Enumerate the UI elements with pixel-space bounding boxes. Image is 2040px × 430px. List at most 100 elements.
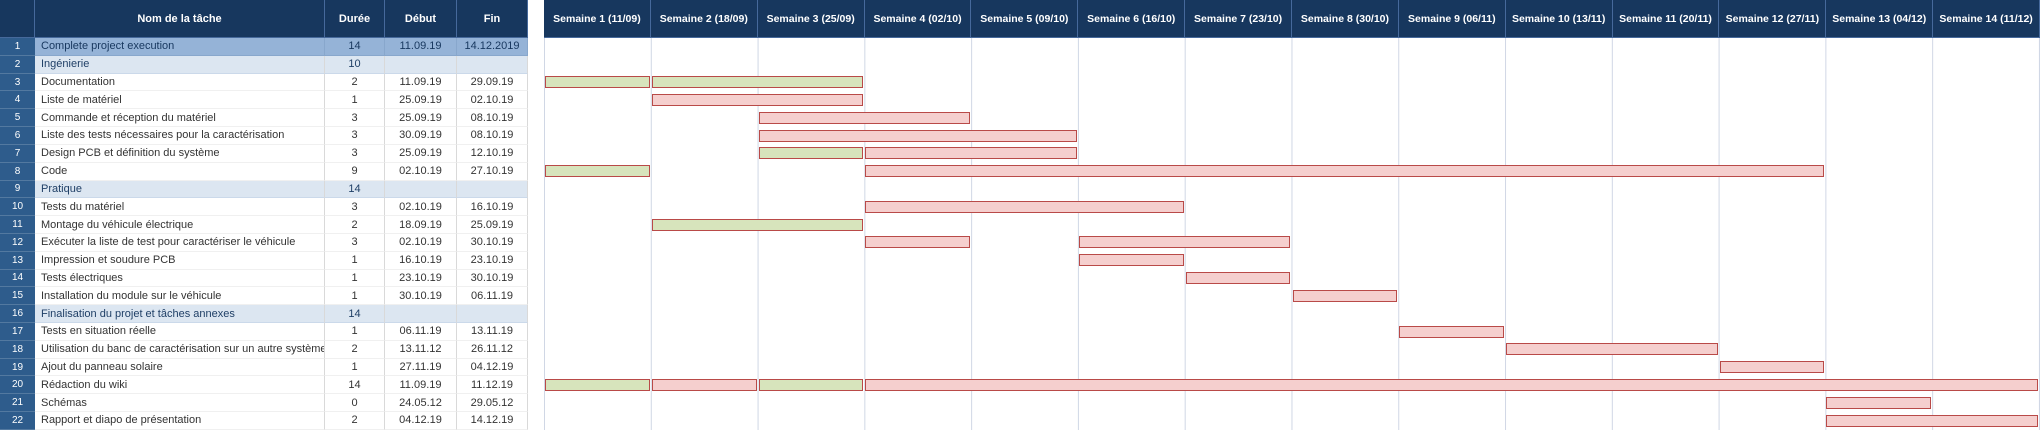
row-number-cell[interactable]: 9 bbox=[0, 180, 35, 199]
start-date-cell[interactable]: 11.09.19 bbox=[385, 376, 457, 395]
task-name-cell[interactable]: Commande et réception du matériel bbox=[35, 109, 325, 128]
row-number-cell[interactable]: 7 bbox=[0, 144, 35, 163]
start-date-cell[interactable]: 18.09.19 bbox=[385, 216, 457, 234]
end-date-cell[interactable]: 12.10.19 bbox=[457, 144, 528, 163]
gantt-bar[interactable] bbox=[1506, 343, 1718, 356]
gantt-bar[interactable] bbox=[651, 218, 864, 231]
end-date-cell[interactable]: 06.11.19 bbox=[457, 287, 528, 306]
duration-cell[interactable]: 1 bbox=[325, 251, 385, 270]
start-date-cell[interactable]: 11.09.19 bbox=[385, 73, 457, 92]
task-name-cell[interactable]: Installation du module sur le véhicule bbox=[35, 287, 325, 306]
end-date-cell[interactable] bbox=[457, 305, 528, 323]
gantt-bar[interactable] bbox=[865, 147, 1077, 160]
start-date-cell[interactable]: 13.11.12 bbox=[385, 340, 457, 359]
start-date-cell[interactable]: 24.05.12 bbox=[385, 394, 457, 413]
task-name-cell[interactable]: Tests électriques bbox=[35, 269, 325, 288]
row-number-cell[interactable]: 1 bbox=[0, 38, 35, 56]
gantt-bar[interactable] bbox=[1078, 236, 1291, 249]
start-date-cell[interactable] bbox=[385, 305, 457, 323]
end-date-cell[interactable] bbox=[457, 180, 528, 199]
duration-cell[interactable]: 1 bbox=[325, 323, 385, 341]
task-name-cell[interactable]: Finalisation du projet et tâches annexes bbox=[35, 305, 325, 323]
gantt-bar[interactable] bbox=[545, 76, 650, 89]
duration-cell[interactable]: 1 bbox=[325, 91, 385, 110]
row-number-cell[interactable]: 20 bbox=[0, 376, 35, 395]
end-date-cell[interactable]: 29.05.12 bbox=[457, 394, 528, 413]
row-number-cell[interactable]: 5 bbox=[0, 109, 35, 128]
task-name-cell[interactable]: Tests du matériel bbox=[35, 198, 325, 217]
gantt-bar[interactable] bbox=[1826, 396, 1932, 409]
gantt-bar[interactable] bbox=[758, 129, 1077, 142]
start-date-cell[interactable]: 25.09.19 bbox=[385, 144, 457, 163]
row-number-cell[interactable]: 21 bbox=[0, 394, 35, 413]
task-name-cell[interactable]: Ajout du panneau solaire bbox=[35, 358, 325, 377]
start-date-cell[interactable]: 27.11.19 bbox=[385, 358, 457, 377]
gantt-bar[interactable] bbox=[545, 378, 650, 391]
end-date-cell[interactable]: 26.11.12 bbox=[457, 340, 528, 359]
row-number-cell[interactable]: 12 bbox=[0, 233, 35, 252]
row-number-cell[interactable]: 6 bbox=[0, 127, 35, 145]
row-number-cell[interactable]: 3 bbox=[0, 73, 35, 92]
end-date-cell[interactable]: 14.12.2019 bbox=[457, 38, 528, 56]
end-date-cell[interactable]: 13.11.19 bbox=[457, 323, 528, 341]
start-date-cell[interactable]: 25.09.19 bbox=[385, 91, 457, 110]
end-date-cell[interactable]: 02.10.19 bbox=[457, 91, 528, 110]
end-date-cell[interactable]: 04.12.19 bbox=[457, 358, 528, 377]
task-name-cell[interactable]: Complete project execution bbox=[35, 38, 325, 56]
start-date-cell[interactable]: 02.10.19 bbox=[385, 233, 457, 252]
end-date-cell[interactable]: 29.09.19 bbox=[457, 73, 528, 92]
end-date-cell[interactable]: 14.12.19 bbox=[457, 412, 528, 430]
end-date-cell[interactable]: 23.10.19 bbox=[457, 251, 528, 270]
start-date-cell[interactable] bbox=[385, 180, 457, 199]
start-date-cell[interactable]: 23.10.19 bbox=[385, 269, 457, 288]
gantt-bar[interactable] bbox=[1292, 289, 1398, 302]
start-date-cell[interactable]: 02.10.19 bbox=[385, 162, 457, 181]
duration-cell[interactable]: 1 bbox=[325, 287, 385, 306]
duration-cell[interactable]: 3 bbox=[325, 144, 385, 163]
duration-cell[interactable]: 1 bbox=[325, 269, 385, 288]
task-name-cell[interactable]: Rédaction du wiki bbox=[35, 376, 325, 395]
gantt-bar[interactable] bbox=[1826, 414, 2038, 427]
row-number-cell[interactable]: 19 bbox=[0, 358, 35, 377]
task-name-cell[interactable]: Liste de matériel bbox=[35, 91, 325, 110]
gantt-bar[interactable] bbox=[545, 165, 650, 178]
task-name-cell[interactable]: Schémas bbox=[35, 394, 325, 413]
task-name-cell[interactable]: Documentation bbox=[35, 73, 325, 92]
duration-cell[interactable]: 14 bbox=[325, 180, 385, 199]
row-number-cell[interactable]: 16 bbox=[0, 305, 35, 323]
end-date-cell[interactable] bbox=[457, 55, 528, 74]
gantt-bar[interactable] bbox=[865, 165, 1825, 178]
start-date-cell[interactable]: 02.10.19 bbox=[385, 198, 457, 217]
task-name-cell[interactable]: Utilisation du banc de caractérisation s… bbox=[35, 340, 325, 359]
end-date-cell[interactable]: 08.10.19 bbox=[457, 109, 528, 128]
gantt-bar[interactable] bbox=[865, 378, 2038, 391]
duration-cell[interactable]: 3 bbox=[325, 198, 385, 217]
end-date-cell[interactable]: 25.09.19 bbox=[457, 216, 528, 234]
gantt-bar[interactable] bbox=[651, 93, 864, 106]
end-date-cell[interactable]: 30.10.19 bbox=[457, 269, 528, 288]
end-date-cell[interactable]: 16.10.19 bbox=[457, 198, 528, 217]
duration-cell[interactable]: 2 bbox=[325, 340, 385, 359]
duration-cell[interactable]: 1 bbox=[325, 358, 385, 377]
duration-cell[interactable]: 2 bbox=[325, 73, 385, 92]
start-date-cell[interactable] bbox=[385, 55, 457, 74]
duration-cell[interactable]: 2 bbox=[325, 216, 385, 234]
duration-cell[interactable]: 2 bbox=[325, 412, 385, 430]
row-number-cell[interactable]: 8 bbox=[0, 162, 35, 181]
task-name-cell[interactable]: Ingénierie bbox=[35, 55, 325, 74]
duration-cell[interactable]: 3 bbox=[325, 109, 385, 128]
row-number-cell[interactable]: 11 bbox=[0, 216, 35, 234]
task-name-cell[interactable]: Rapport et diapo de présentation bbox=[35, 412, 325, 430]
start-date-cell[interactable]: 04.12.19 bbox=[385, 412, 457, 430]
start-date-cell[interactable]: 06.11.19 bbox=[385, 323, 457, 341]
duration-cell[interactable]: 14 bbox=[325, 376, 385, 395]
task-name-cell[interactable]: Exécuter la liste de test pour caractéri… bbox=[35, 233, 325, 252]
duration-cell[interactable]: 0 bbox=[325, 394, 385, 413]
row-number-cell[interactable]: 14 bbox=[0, 269, 35, 288]
gantt-bar[interactable] bbox=[758, 111, 971, 124]
start-date-cell[interactable]: 11.09.19 bbox=[385, 38, 457, 56]
row-number-cell[interactable]: 10 bbox=[0, 198, 35, 217]
row-number-cell[interactable]: 18 bbox=[0, 340, 35, 359]
task-name-cell[interactable]: Design PCB et définition du système bbox=[35, 144, 325, 163]
start-date-cell[interactable]: 16.10.19 bbox=[385, 251, 457, 270]
